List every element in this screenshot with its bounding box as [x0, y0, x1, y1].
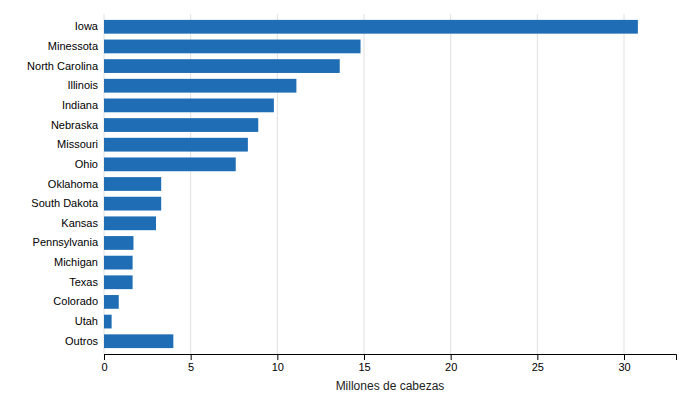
tick: 15 [358, 354, 370, 373]
tick: Ohio [75, 158, 104, 170]
tick-label: Nebraska [51, 119, 99, 131]
tick: Missouri [57, 138, 104, 150]
chart-container: 051015202530IowaMinessotaNorth CarolinaI… [0, 0, 700, 400]
tick-label: 10 [272, 361, 284, 373]
tick-label: 25 [532, 361, 544, 373]
tick: South Dakota [31, 197, 104, 209]
tick: Illinois [67, 79, 104, 91]
tick-label: Minessota [48, 40, 99, 52]
axis-title: Millones de cabezas [336, 379, 445, 393]
tick-label: 0 [101, 361, 107, 373]
chart-svg: 051015202530IowaMinessotaNorth CarolinaI… [0, 0, 700, 400]
tick-label: Outros [65, 335, 99, 347]
bar [104, 99, 274, 113]
tick-label: 5 [188, 361, 194, 373]
tick: 25 [532, 354, 544, 373]
tick: Indiana [62, 99, 104, 111]
bars [104, 20, 638, 348]
tick: Michigan [54, 256, 104, 268]
tick-label: 20 [445, 361, 457, 373]
tick: Pennsylvania [33, 236, 104, 248]
tick-mark [624, 354, 625, 360]
bar [104, 256, 133, 270]
tick: North Carolina [27, 60, 104, 72]
bar [104, 157, 236, 171]
plot-area: 051015202530IowaMinessotaNorth CarolinaI… [27, 14, 676, 373]
tick: 0 [101, 354, 107, 373]
tick-label: North Carolina [27, 60, 99, 72]
tick: 20 [445, 354, 457, 373]
tick: 10 [272, 354, 284, 373]
category-axis: Iowa Minessota North Carolina Illinois India… [27, 20, 104, 346]
tick-mark [451, 354, 452, 360]
bar [104, 197, 161, 211]
bar [104, 177, 161, 191]
grid-line [450, 14, 451, 354]
bar [104, 138, 248, 152]
tick-label: Iowa [75, 20, 99, 32]
value-axis: 0 5 10 15 20 25 30 [101, 354, 676, 373]
bar [104, 118, 258, 132]
tick: Oklahoma [48, 178, 104, 190]
tick: Iowa [75, 20, 104, 32]
tick: Kansas [61, 217, 104, 229]
tick-mark [364, 354, 365, 360]
bar [104, 236, 133, 250]
bar [104, 334, 173, 348]
tick-label: 15 [358, 361, 370, 373]
bar [104, 20, 638, 34]
bar [104, 79, 296, 93]
bar [104, 275, 133, 289]
tick-mark [537, 354, 538, 360]
tick-label: Indiana [62, 99, 99, 111]
tick-label: Texas [69, 276, 98, 288]
tick: Nebraska [51, 119, 104, 131]
tick: Outros [65, 335, 104, 347]
grid-line [537, 14, 538, 354]
tick-mark [277, 354, 278, 360]
tick-label: Illinois [67, 79, 98, 91]
tick-label: Utah [75, 315, 98, 327]
bar [104, 40, 361, 54]
tick: Texas [69, 276, 104, 288]
tick-label: Colorado [53, 295, 98, 307]
tick: Utah [75, 315, 104, 327]
tick-label: Pennsylvania [33, 236, 99, 248]
tick: 30 [618, 354, 630, 373]
bar [104, 295, 119, 309]
tick-mark [104, 354, 105, 360]
bar [104, 315, 112, 329]
tick-label: Missouri [57, 138, 98, 150]
tick: 5 [188, 354, 194, 373]
axis-line [105, 355, 677, 361]
tick-label: Michigan [54, 256, 98, 268]
tick-mark [191, 354, 192, 360]
bar [104, 216, 156, 230]
tick-label: Oklahoma [48, 178, 99, 190]
bar [104, 59, 340, 73]
grid [104, 14, 624, 354]
grid-line [624, 14, 625, 354]
tick-label: 30 [618, 361, 630, 373]
tick-label: Kansas [61, 217, 98, 229]
tick-label: Ohio [75, 158, 98, 170]
tick: Colorado [53, 295, 104, 307]
tick: Minessota [48, 40, 104, 52]
tick-label: South Dakota [31, 197, 99, 209]
grid-line [364, 14, 365, 354]
